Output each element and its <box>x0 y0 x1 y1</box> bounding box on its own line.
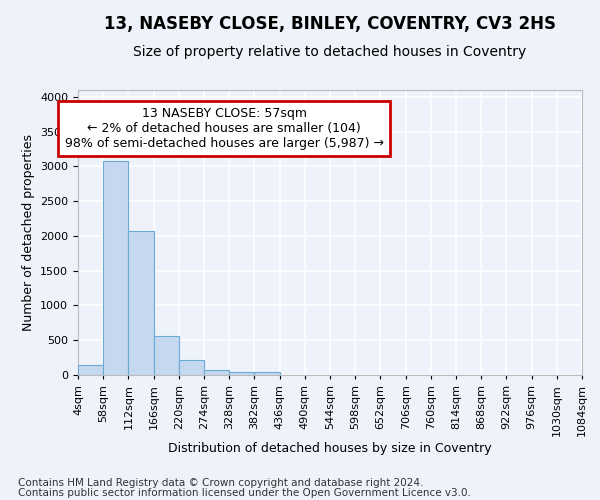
Bar <box>179 360 204 375</box>
Text: Contains public sector information licensed under the Open Government Licence v3: Contains public sector information licen… <box>18 488 471 498</box>
Bar <box>78 364 103 375</box>
Bar <box>128 231 154 375</box>
Text: Contains HM Land Registry data © Crown copyright and database right 2024.: Contains HM Land Registry data © Crown c… <box>18 478 424 488</box>
Text: 13, NASEBY CLOSE, BINLEY, COVENTRY, CV3 2HS: 13, NASEBY CLOSE, BINLEY, COVENTRY, CV3 … <box>104 15 556 33</box>
Text: 13 NASEBY CLOSE: 57sqm
← 2% of detached houses are smaller (104)
98% of semi-det: 13 NASEBY CLOSE: 57sqm ← 2% of detached … <box>65 107 383 150</box>
Bar <box>204 370 229 375</box>
Bar <box>154 336 179 375</box>
Y-axis label: Number of detached properties: Number of detached properties <box>22 134 35 331</box>
Text: Size of property relative to detached houses in Coventry: Size of property relative to detached ho… <box>133 45 527 59</box>
Bar <box>103 161 128 375</box>
X-axis label: Distribution of detached houses by size in Coventry: Distribution of detached houses by size … <box>168 442 492 454</box>
Bar <box>254 372 280 375</box>
Bar <box>229 372 254 375</box>
